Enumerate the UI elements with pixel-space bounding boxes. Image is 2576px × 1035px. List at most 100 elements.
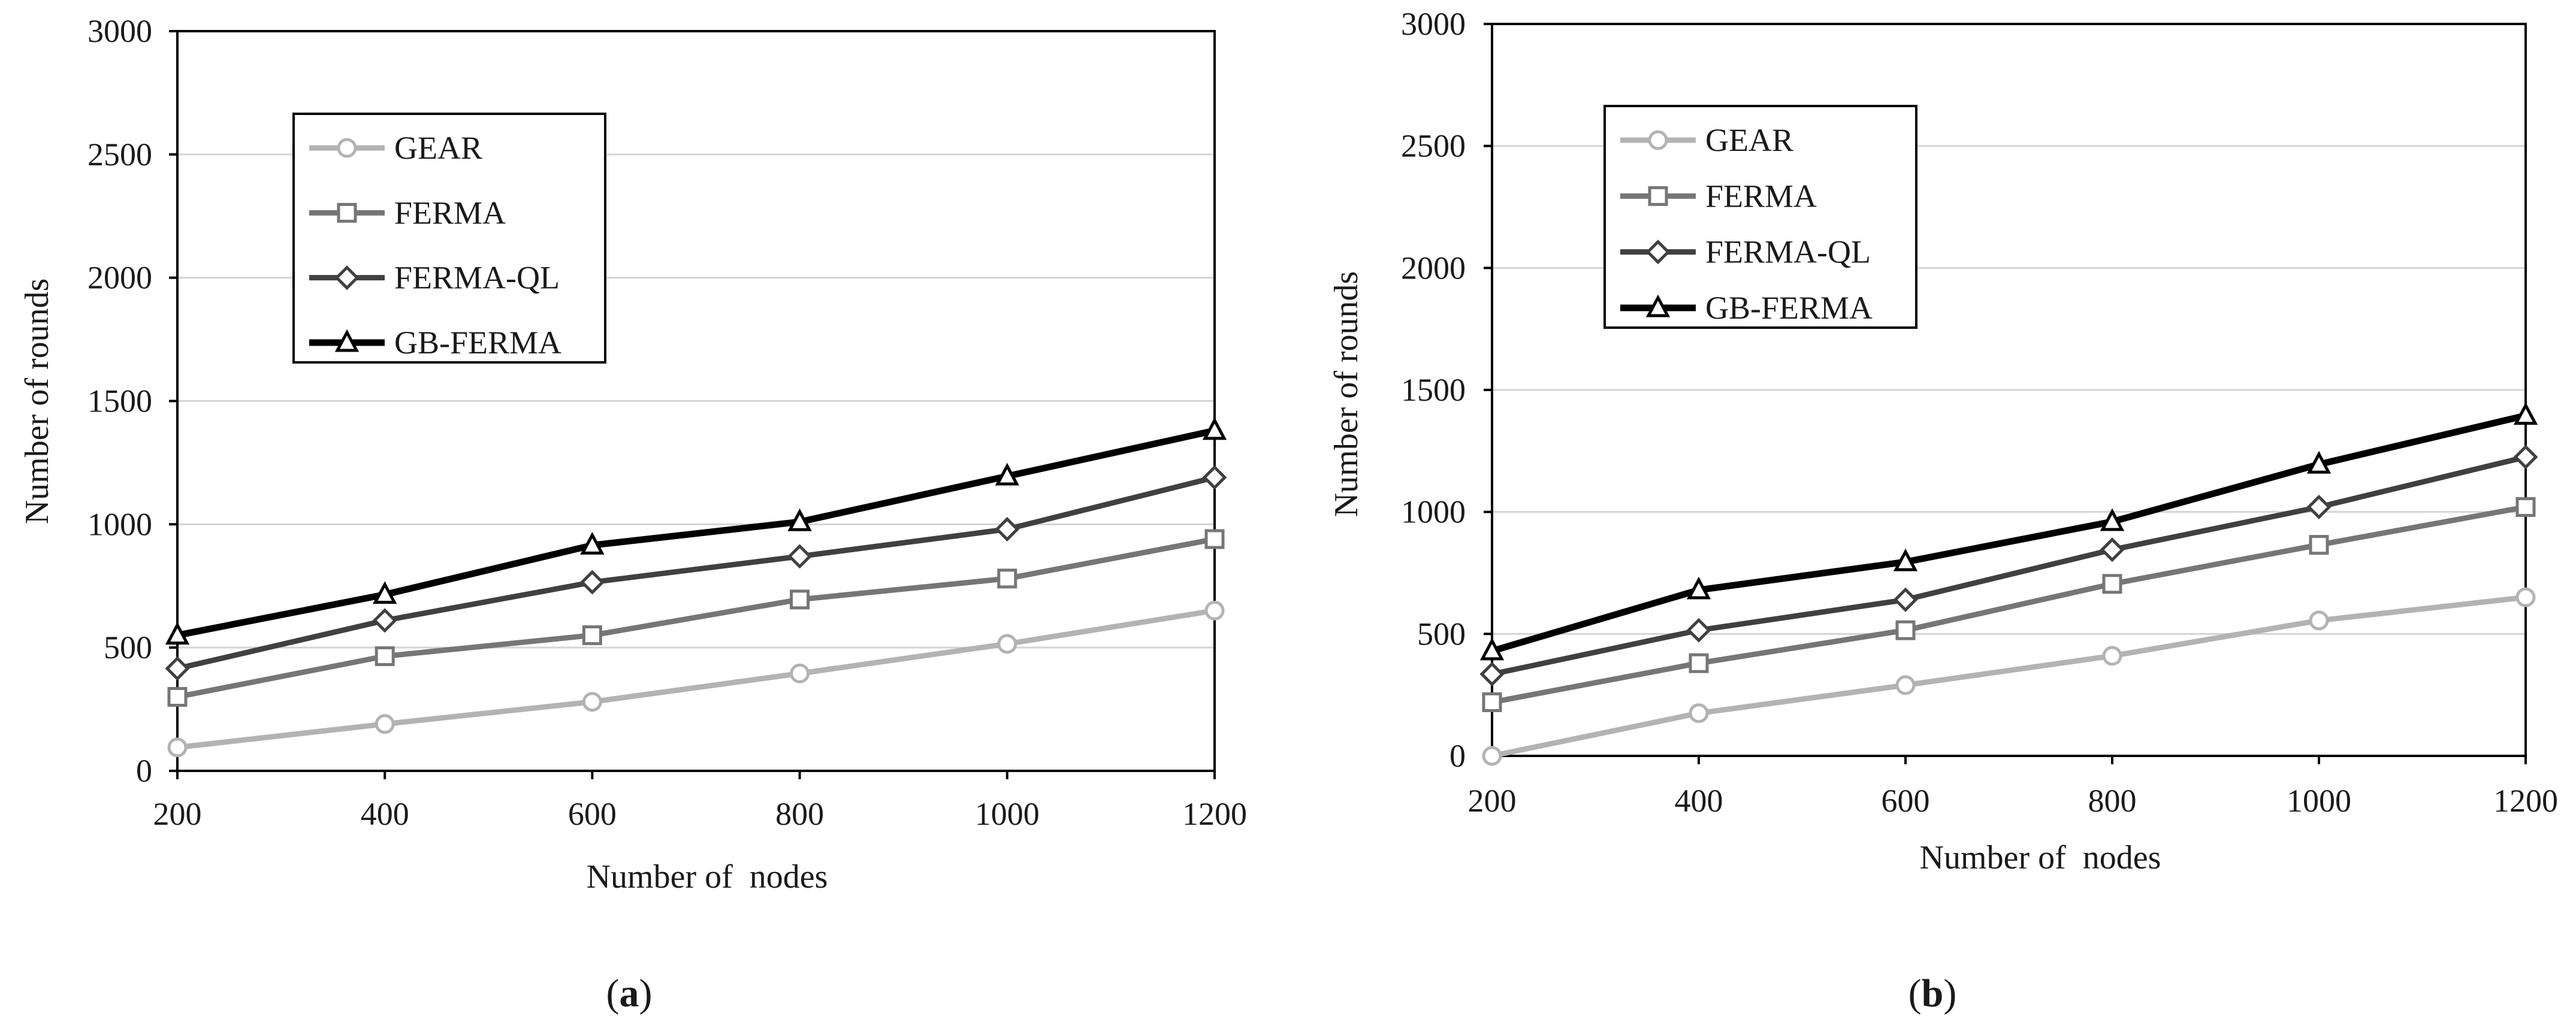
y-tick-label: 2500 (1401, 128, 1466, 164)
legend-label-gear: GEAR (1705, 122, 1793, 158)
data-point-ferma-ql (2513, 444, 2538, 470)
x-tick-label: 1000 (975, 796, 1040, 832)
y-axis-label: Number of rounds (1328, 271, 1365, 518)
y-tick-label: 500 (1417, 616, 1466, 652)
series-line-ferma-ql (1491, 454, 2527, 677)
series-line-gear (177, 607, 1215, 750)
x-tick-label: 1200 (2493, 783, 2558, 819)
data-point-ferma (1204, 529, 1225, 549)
data-point-gb-ferma (1479, 637, 1505, 661)
data-point-gear (1482, 746, 1502, 766)
data-point-gb-ferma (787, 508, 812, 531)
y-axis-label: Number of rounds (19, 279, 56, 525)
data-point-gb-ferma (1893, 548, 1918, 571)
data-point-ferma-ql (995, 517, 1020, 542)
chart-panel-a: 0 500 1000 1500 2000 2500 3000 200 400 600 800 1000… (19, 13, 1247, 1015)
data-point-gb-ferma (2513, 402, 2538, 425)
y-tick-label: 500 (104, 630, 152, 665)
legend-marker-ferma-ql (334, 265, 360, 290)
x-tick-label: 200 (1468, 783, 1517, 819)
x-tick-label: 400 (1675, 783, 1723, 819)
data-point-ferma (790, 589, 810, 610)
data-point-gear (375, 714, 395, 734)
series-line-ferma (177, 536, 1215, 700)
data-point-ferma (1689, 653, 1709, 673)
data-point-gear (2309, 610, 2329, 631)
x-tick-label: 600 (1882, 783, 1930, 819)
data-point-gear (2515, 587, 2536, 607)
x-tick-label: 1000 (2287, 783, 2351, 819)
data-point-gb-ferma (2100, 508, 2125, 531)
data-point-ferma (375, 646, 395, 667)
data-point-ferma-ql (1479, 662, 1505, 687)
data-point-gb-ferma (165, 622, 190, 645)
data-point-gear (1204, 600, 1225, 621)
panel-label: (b) (1908, 972, 1957, 1015)
data-point-ferma (167, 687, 188, 707)
data-point-gb-ferma (1686, 576, 1711, 600)
series-line-ferma (1491, 504, 2526, 705)
x-tick-label: 400 (361, 796, 409, 832)
legend-label-ferma: FERMA (1705, 178, 1817, 214)
x-axis-label: Number of nodes (587, 858, 828, 895)
x-tick-label: 800 (2088, 783, 2137, 819)
data-point-ferma (1482, 692, 1502, 712)
series-line-gb-ferma (176, 427, 1216, 638)
y-tick-label: 3000 (87, 13, 152, 49)
data-point-ferma-ql (1202, 465, 1227, 490)
data-point-gb-ferma (373, 581, 397, 604)
data-point-ferma (1895, 620, 1916, 640)
x-tick-label: 800 (775, 796, 824, 832)
legend-marker-ferma (337, 202, 357, 223)
panel-label: (a) (606, 972, 653, 1015)
y-tick-label: 1000 (87, 506, 152, 542)
y-tick-label: 2000 (1401, 250, 1466, 286)
legend-marker-gb-ferma (334, 329, 360, 352)
series-line-gear (1491, 594, 2526, 759)
legend-label-ferma: FERMA (394, 195, 506, 231)
data-point-ferma (582, 625, 602, 646)
legend-marker-ferma-ql (1645, 240, 1671, 265)
data-point-ferma-ql (1686, 618, 1711, 643)
x-tick-label: 1200 (1182, 796, 1247, 832)
data-point-ferma-ql (1893, 587, 1918, 612)
data-point-ferma (2309, 535, 2329, 555)
x-tick-label: 600 (568, 796, 617, 832)
y-tick-label: 3000 (1401, 6, 1466, 42)
data-point-ferma-ql (2306, 494, 2332, 520)
legend-marker-gb-ferma (1645, 294, 1671, 317)
data-point-ferma-ql (579, 570, 605, 595)
data-point-gear (582, 692, 602, 712)
data-point-ferma-ql (787, 544, 813, 569)
data-point-gb-ferma (2306, 450, 2332, 474)
y-tick-label: 2000 (87, 260, 152, 296)
y-tick-label: 0 (136, 753, 152, 789)
data-point-gear (2102, 646, 2122, 666)
legend-label-ferma-ql: FERMA-QL (394, 260, 560, 296)
legend-marker-gear (1648, 130, 1668, 150)
data-point-ferma (2102, 574, 2122, 594)
legend-label-gb-ferma: GB-FERMA (394, 325, 561, 361)
data-point-gear (997, 634, 1017, 654)
y-tick-label: 1500 (87, 383, 152, 419)
legend-marker-gear (337, 138, 357, 158)
series-line-ferma-ql (176, 474, 1216, 671)
legend-marker-ferma (1648, 186, 1668, 206)
data-point-gear (1689, 703, 1709, 724)
chart-panel-b: 0 500 1000 1500 2000 2500 3000 200 400 600 800 1000… (1328, 6, 2558, 1015)
y-tick-label: 1000 (1401, 494, 1466, 530)
y-tick-label: 1500 (1401, 372, 1466, 408)
data-point-ferma-ql (165, 656, 190, 681)
legend-label-gb-ferma: GB-FERMA (1705, 290, 1873, 326)
data-point-gb-ferma (580, 532, 605, 555)
x-axis-label: Number of nodes (1920, 839, 2161, 876)
series-line-gb-ferma (1491, 412, 2527, 655)
data-point-ferma (997, 568, 1017, 589)
data-point-gear (1895, 675, 1916, 695)
data-point-ferma-ql (372, 608, 397, 633)
y-tick-label: 0 (1449, 738, 1466, 774)
legend: GEAR FERMA FERMA-QL GB-FERMA (292, 113, 606, 364)
x-tick-label: 200 (153, 796, 202, 832)
data-point-gear (790, 663, 810, 683)
